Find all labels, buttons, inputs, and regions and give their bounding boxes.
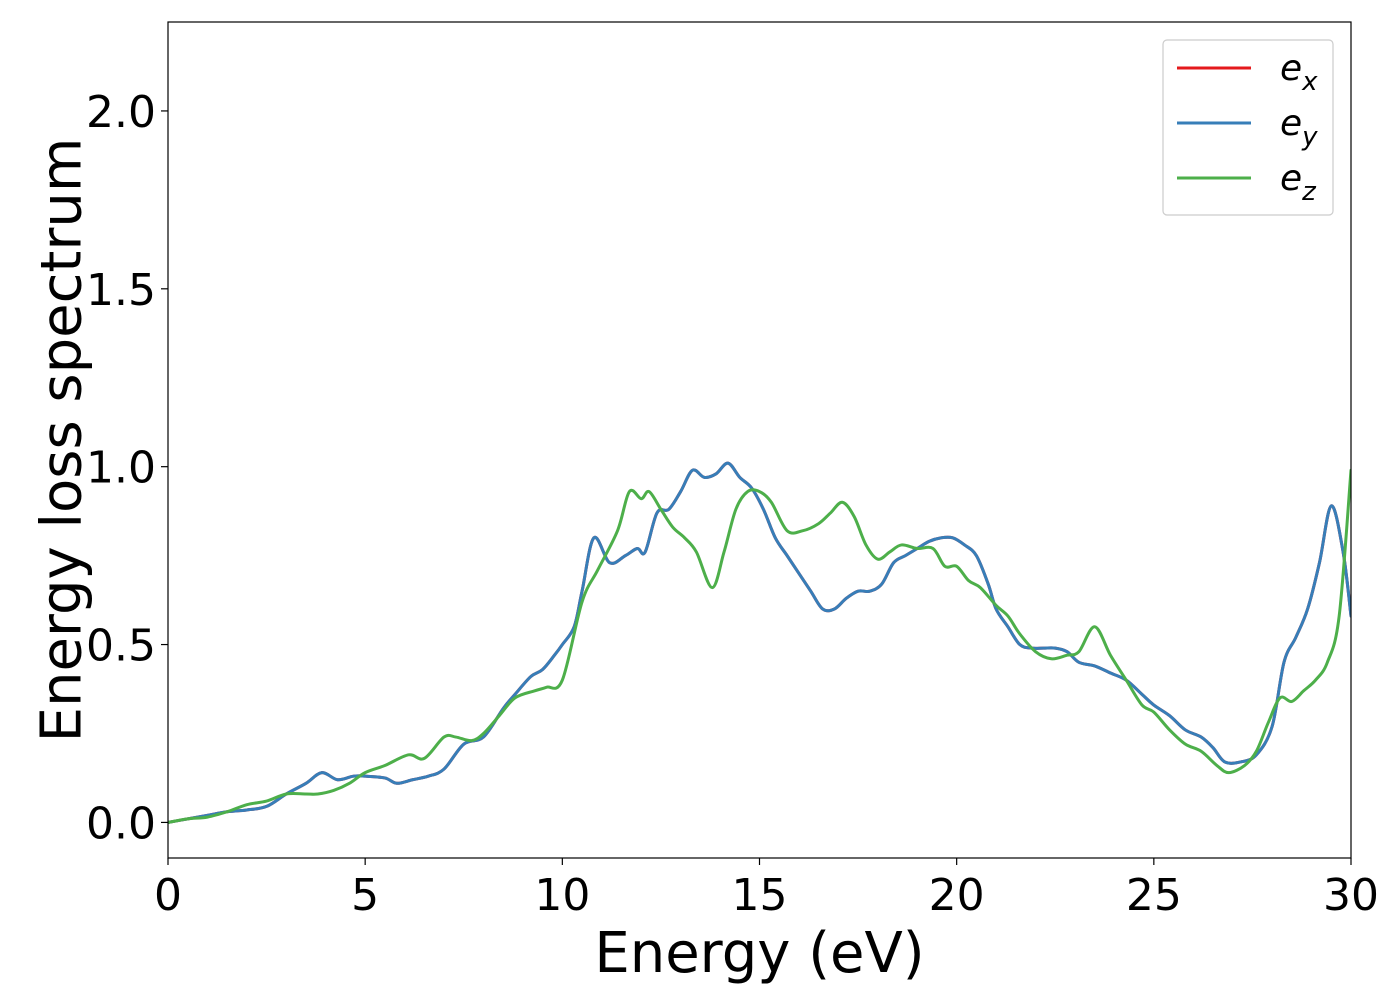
y-axis-ticks: 0.0 0.5 1.0 1.5 2.0: [86, 87, 168, 849]
y-tick-label: 0.0: [86, 798, 156, 849]
series-line-y: [168, 461, 1351, 824]
legend-label-base: e: [1280, 48, 1302, 89]
legend-label-y: ey: [1280, 103, 1318, 152]
legend-label-x: ex: [1280, 48, 1318, 97]
x-tick-label: 30: [1323, 870, 1379, 921]
legend-label-subscript: y: [1301, 122, 1318, 152]
legend-label-base: e: [1280, 158, 1302, 199]
x-axis-label: Energy (eV): [594, 921, 924, 986]
x-tick-label: 25: [1126, 870, 1182, 921]
legend-label-subscript: z: [1301, 177, 1317, 207]
series-line-z: [168, 468, 1351, 824]
x-tick-label: 15: [732, 870, 788, 921]
series-layer: [168, 461, 1351, 824]
x-tick-label: 10: [534, 870, 590, 921]
series-line-x: [168, 461, 1351, 824]
legend-label-subscript: x: [1301, 67, 1318, 97]
y-tick-label: 1.0: [86, 443, 156, 494]
y-tick-label: 0.5: [86, 621, 156, 672]
x-tick-label: 20: [929, 870, 985, 921]
x-tick-label: 0: [154, 870, 182, 921]
y-tick-label: 2.0: [86, 87, 156, 138]
legend-box: [1162, 39, 1334, 216]
x-axis-ticks: 0 5 10 15 20 25 30: [154, 858, 1379, 921]
legend-label-base: e: [1280, 103, 1302, 144]
legend-label-z: ez: [1280, 158, 1317, 207]
y-tick-label: 1.5: [86, 265, 156, 316]
y-axis-label: Energy loss spectrum: [30, 138, 95, 743]
x-tick-label: 5: [351, 870, 379, 921]
